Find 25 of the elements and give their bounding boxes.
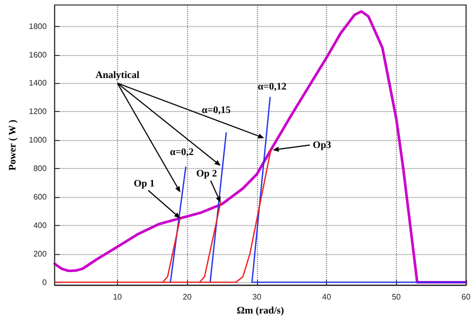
x-axis-title: Ωm (rad/s) [236, 306, 284, 316]
y-tick-label: 600 [33, 192, 48, 202]
y-tick-label: 1000 [28, 136, 48, 145]
annotation: Op3 [312, 140, 332, 152]
annotation: α=0,2 [170, 147, 194, 158]
annotation: α=0,12 [258, 81, 286, 92]
y-tick-label: 200 [33, 249, 48, 258]
annotation: Op 1 [134, 178, 155, 190]
x-tick-label: 30 [252, 292, 262, 302]
y-tick-label: 400 [33, 220, 48, 230]
y-tick-label: 0 [42, 278, 48, 287]
x-tick-label: 50 [392, 292, 402, 302]
y-tick-label: 1200 [28, 107, 48, 116]
y-tick-label: 800 [33, 164, 48, 174]
y-tick-label: 1400 [28, 78, 48, 88]
x-tick-label: 10 [112, 292, 122, 302]
annotation: Analytical [95, 70, 140, 82]
y-tick-label: 1800 [28, 22, 48, 31]
x-tick-label: 60 [462, 292, 471, 302]
annotation: α=0,15 [202, 104, 231, 116]
x-tick-label: 40 [322, 292, 332, 302]
annotation: Op 2 [196, 168, 218, 180]
x-tick-label: 20 [182, 292, 192, 302]
y-tick-label: 1600 [28, 50, 48, 60]
y-axis-title: Power ( W ) [8, 120, 18, 170]
